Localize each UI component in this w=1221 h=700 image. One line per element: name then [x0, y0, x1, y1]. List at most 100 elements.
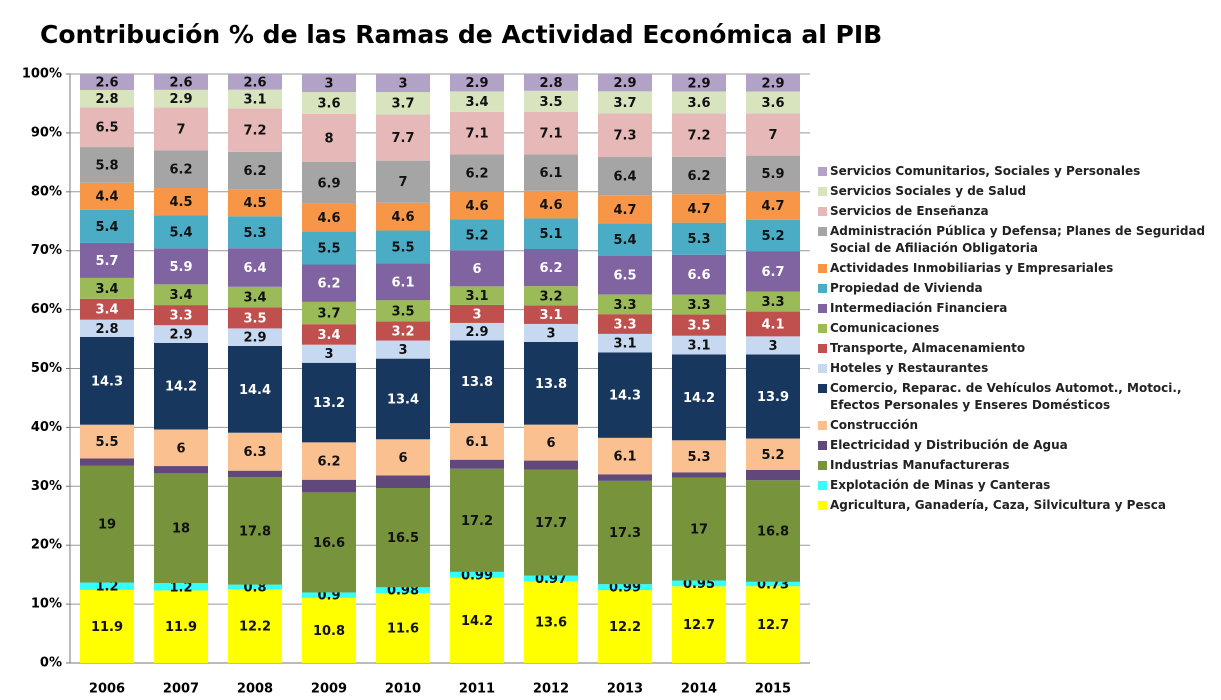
bar-segment: [79, 209, 135, 243]
bar-segment: [301, 203, 357, 232]
data-label: 4.1: [761, 317, 784, 332]
data-label: 7: [768, 128, 777, 143]
bar-segment: [745, 354, 801, 439]
data-label: 5.5: [95, 435, 118, 450]
bar-segment: [523, 424, 579, 461]
data-label: 17.8: [239, 524, 271, 539]
data-label: 3: [472, 307, 481, 322]
bar-segment: [301, 301, 357, 325]
x-tick-label: 2011: [459, 682, 495, 697]
data-label: 3.4: [169, 288, 192, 303]
data-label: 0.95: [683, 577, 715, 592]
bar-segment: [375, 160, 431, 203]
bar-segment: [671, 91, 727, 114]
bar-segment: [745, 91, 801, 114]
bar-segment: [597, 584, 653, 591]
bar-segment: [301, 492, 357, 593]
data-label: 6.2: [539, 261, 562, 276]
bar-segment: [745, 311, 801, 337]
legend-swatch: [818, 441, 827, 450]
bar-segment: [153, 342, 209, 430]
data-label: 17: [690, 523, 708, 538]
data-label: 13.2: [313, 396, 345, 411]
data-label: 1.2: [95, 580, 118, 595]
bar-segment: [671, 580, 727, 587]
bar-segment: [597, 74, 653, 92]
bar-segment: [523, 323, 579, 342]
bar-segment: [375, 300, 431, 322]
data-label: 6.2: [465, 166, 488, 181]
bar-segment: [301, 92, 357, 114]
legend-label: Servicios de Enseñanza: [830, 204, 989, 218]
data-label: 6.9: [317, 176, 340, 191]
bar-segment: [227, 345, 283, 433]
bar-segment: [523, 286, 579, 306]
data-label: 7.1: [465, 127, 488, 142]
data-label: 14.3: [609, 389, 641, 404]
data-label: 3.2: [391, 324, 414, 339]
bar-segment: [449, 468, 505, 572]
data-label: 19: [98, 518, 116, 533]
bar-segment: [375, 587, 431, 594]
legend-swatch: [818, 481, 827, 490]
data-label: 3.5: [687, 319, 710, 334]
bar-segment: [153, 325, 209, 343]
bar-segment: [449, 340, 505, 424]
data-label: 3.1: [243, 93, 266, 108]
bar-segment: [375, 488, 431, 588]
data-label: 2.9: [465, 325, 488, 340]
data-label: 3.3: [687, 298, 710, 313]
data-label: 6.6: [687, 268, 710, 283]
bar-segment: [523, 305, 579, 324]
data-label: 3.4: [95, 282, 118, 297]
data-label: 5.3: [687, 450, 710, 465]
bar-segment: [449, 74, 505, 92]
bar-segment: [671, 586, 727, 663]
data-label: 5.9: [761, 167, 784, 182]
data-label: 5.1: [539, 227, 562, 242]
legend-item: Comunicaciones: [818, 320, 1213, 337]
legend-item: Explotación de Minas y Canteras: [818, 477, 1213, 494]
data-label: 4.4: [95, 190, 118, 205]
legend-label: Transporte, Almacenamiento: [830, 341, 1026, 355]
bar-segment: [597, 223, 653, 256]
bar-segment: [671, 472, 727, 478]
bar-segment: [153, 466, 209, 474]
data-label: 13.6: [535, 616, 567, 631]
bar-segment: [745, 191, 801, 220]
data-label: 13.9: [757, 390, 789, 405]
data-label: 10.8: [313, 624, 345, 639]
data-label: 6.4: [613, 170, 636, 185]
data-label: 3.6: [687, 96, 710, 111]
bar-segment: [227, 151, 283, 190]
bar-segment: [301, 113, 357, 163]
legend-item: Actividades Inmobiliarias y Empresariale…: [818, 260, 1213, 277]
chart-title: Contribución % de las Ramas de Actividad…: [40, 20, 882, 49]
data-label: 3: [324, 347, 333, 362]
bar-segment: [375, 114, 431, 161]
bar-segment: [449, 322, 505, 341]
data-label: 2.9: [761, 76, 784, 91]
bar-segment: [449, 577, 505, 663]
data-label: 6: [472, 262, 481, 277]
data-label: 3.3: [169, 309, 192, 324]
data-label: 6: [546, 436, 555, 451]
bar-segment: [671, 254, 727, 295]
bar-segment: [745, 74, 801, 92]
bar-segment: [79, 277, 135, 299]
bar-segment: [375, 358, 431, 440]
bar-segment: [523, 111, 579, 155]
bar-segment: [79, 74, 135, 90]
data-label: 17.2: [461, 514, 493, 529]
data-label: 16.5: [387, 531, 419, 546]
legend: Servicios Comunitarios, Sociales y Perso…: [818, 163, 1213, 517]
data-label: 7.3: [613, 129, 636, 144]
legend-swatch: [818, 207, 827, 216]
data-label: 2.6: [95, 75, 118, 90]
data-label: 2.6: [169, 75, 192, 90]
data-label: 12.2: [609, 620, 641, 635]
data-label: 3.2: [539, 289, 562, 304]
data-label: 3.1: [539, 308, 562, 323]
bar-segment: [523, 154, 579, 191]
y-tick-label: 20%: [31, 538, 62, 553]
